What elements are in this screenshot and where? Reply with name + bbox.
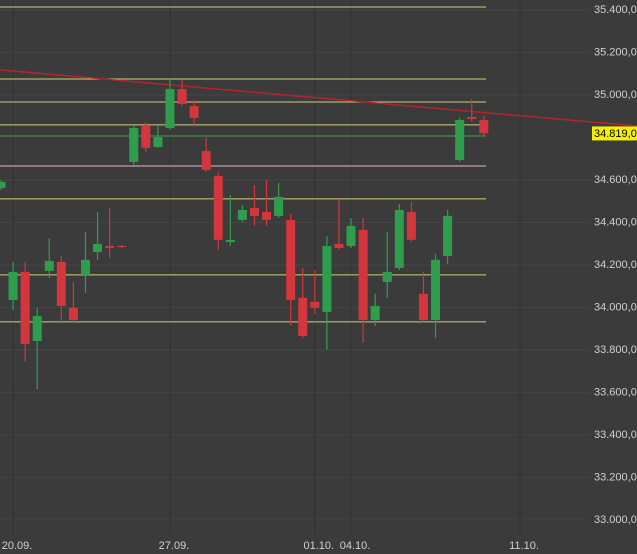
candle-body bbox=[467, 117, 477, 119]
y-tick-label: 34.600,0 bbox=[594, 174, 637, 186]
candle-body bbox=[44, 260, 54, 271]
candle-body bbox=[0, 181, 6, 189]
y-tick-label: 34.400,0 bbox=[594, 216, 637, 228]
candle-body bbox=[117, 246, 127, 248]
candle-body bbox=[418, 293, 428, 320]
y-tick-label: 33.600,0 bbox=[594, 386, 637, 398]
candle-body bbox=[358, 229, 368, 320]
candle-body bbox=[56, 261, 66, 306]
price-tag-label: 34.819,0 bbox=[594, 128, 637, 140]
x-tick-label: 11.10. bbox=[509, 540, 539, 552]
candle-body bbox=[141, 125, 151, 148]
candle-body bbox=[443, 215, 453, 257]
x-tick-label: 20.09. bbox=[2, 540, 33, 552]
candle-body bbox=[431, 259, 441, 320]
candle-body bbox=[189, 106, 199, 118]
candle-body bbox=[382, 271, 392, 282]
candle-body bbox=[346, 225, 356, 247]
x-tick-label: 01.10. bbox=[304, 540, 335, 552]
candle-body bbox=[213, 175, 223, 240]
trend-line bbox=[0, 69, 637, 127]
candle-body bbox=[262, 212, 272, 220]
candle-body bbox=[225, 239, 235, 243]
candle-body bbox=[165, 89, 175, 128]
price-tag bbox=[592, 126, 637, 141]
y-tick-label: 33.400,0 bbox=[594, 429, 637, 441]
candle-body bbox=[105, 246, 115, 248]
candle-body bbox=[237, 209, 247, 220]
candle-body bbox=[479, 120, 489, 134]
y-tick-label: 33.800,0 bbox=[594, 344, 637, 356]
candle-body bbox=[455, 120, 465, 160]
y-tick-label: 33.200,0 bbox=[594, 471, 637, 483]
candle-body bbox=[177, 89, 187, 104]
y-tick-label: 34.200,0 bbox=[594, 259, 637, 271]
candle-body bbox=[310, 301, 320, 308]
candle-body bbox=[129, 127, 139, 162]
y-tick-label: 35.000,0 bbox=[594, 89, 637, 101]
x-tick-label: 04.10. bbox=[340, 540, 371, 552]
y-tick-label: 35.200,0 bbox=[594, 46, 637, 58]
candle-body bbox=[201, 151, 211, 170]
y-tick-label: 33.000,0 bbox=[594, 514, 637, 526]
candle-body bbox=[394, 209, 404, 268]
candle-body bbox=[334, 243, 344, 248]
y-tick-label: 34.000,0 bbox=[594, 301, 637, 313]
x-tick-label: 27.09. bbox=[159, 540, 190, 552]
candle-body bbox=[286, 219, 296, 301]
candle-body bbox=[32, 315, 42, 342]
candle-body bbox=[298, 297, 308, 336]
candle-body bbox=[68, 307, 78, 320]
candle-body bbox=[153, 137, 163, 148]
candle-body bbox=[406, 212, 416, 240]
candle-body bbox=[20, 271, 30, 344]
candle-body bbox=[274, 196, 284, 216]
candle-body bbox=[8, 271, 18, 301]
candle-body bbox=[80, 259, 90, 276]
y-tick-label: 35.400,0 bbox=[594, 4, 637, 16]
candle-body bbox=[370, 305, 380, 320]
candle-body bbox=[322, 246, 332, 312]
candle-body bbox=[93, 243, 103, 252]
candle-body bbox=[249, 208, 259, 216]
